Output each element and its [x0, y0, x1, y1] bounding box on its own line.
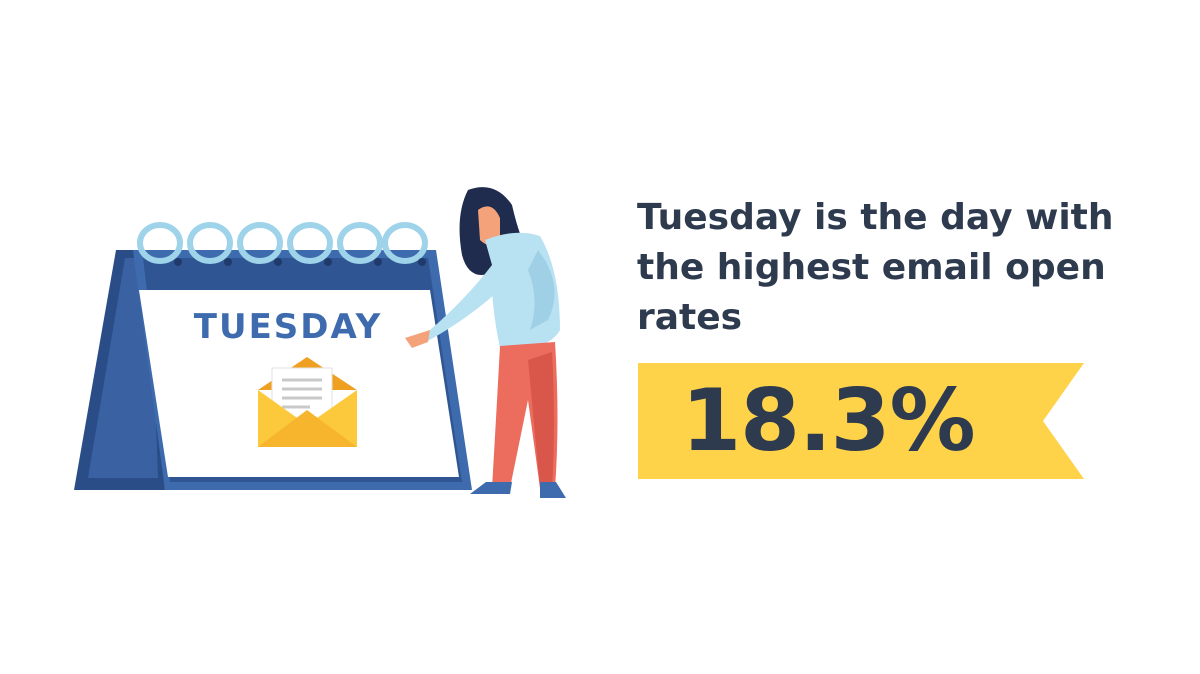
desk-calendar-icon: TUESDAY — [74, 222, 472, 490]
open-rate-stat: 18.3% — [681, 371, 975, 471]
ribbon-banner: 18.3% — [638, 363, 1084, 479]
ribbon-banner-icon — [638, 363, 1084, 479]
illustration: TUESDAY — [74, 187, 566, 498]
desk-calendar-scene: TUESDAY — [74, 187, 566, 498]
calendar-day-label: TUESDAY — [194, 307, 382, 347]
woman-figure-icon — [405, 187, 566, 498]
envelope-icon — [258, 357, 357, 447]
spiral-rings — [137, 222, 428, 264]
headline: Tuesday is the day with the highest emai… — [637, 197, 1114, 338]
